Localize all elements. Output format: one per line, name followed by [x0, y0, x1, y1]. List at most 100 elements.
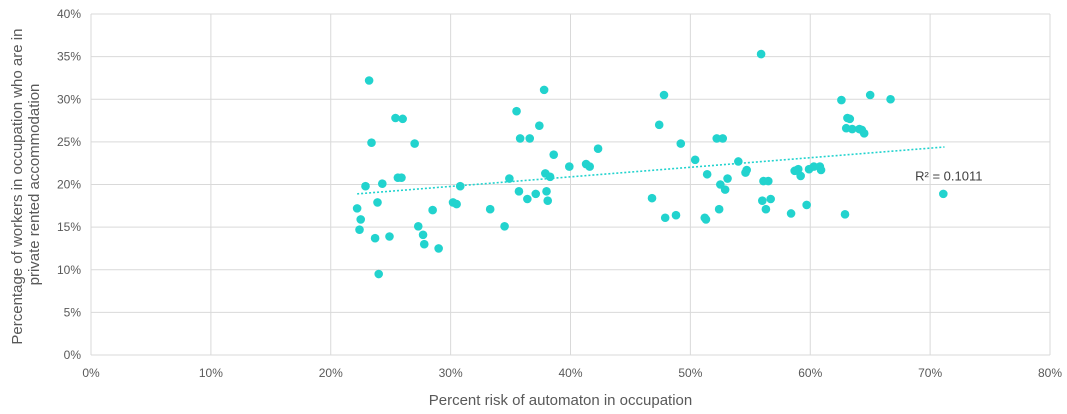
data-point: [593, 144, 603, 153]
data-point: [565, 162, 574, 171]
data-point: [434, 244, 443, 253]
data-point: [505, 174, 514, 183]
data-point: [840, 210, 850, 219]
data-point: [542, 187, 551, 196]
trendline: [357, 146, 945, 195]
data-point: [512, 106, 521, 116]
y-tick-label: 30%: [57, 92, 81, 106]
y-tick-label: 10%: [57, 263, 81, 277]
data-point: [377, 179, 387, 188]
data-point: [845, 114, 855, 124]
y-tick-label: 25%: [57, 135, 81, 149]
data-point: [761, 204, 771, 214]
data-point: [455, 181, 465, 191]
data-point: [370, 233, 380, 243]
y-tick-label: 20%: [57, 178, 81, 192]
data-point: [763, 176, 773, 186]
data-point: [545, 172, 555, 182]
data-point: [543, 196, 553, 205]
x-tick-label: 10%: [199, 366, 223, 380]
data-point: [398, 114, 407, 124]
x-axis-ticks: 0% 10% 20% 30% 40% 50% 60% 70% 80%: [82, 366, 1062, 380]
data-point: [809, 162, 819, 171]
data-point: [671, 210, 681, 220]
data-point: [391, 113, 400, 123]
data-point: [654, 120, 664, 130]
y-tick-label: 35%: [57, 50, 81, 64]
data-point: [397, 173, 406, 182]
data-point: [514, 187, 524, 196]
data-point: [647, 193, 657, 203]
data-point: [428, 205, 437, 215]
data-point: [356, 215, 366, 224]
data-point: [734, 157, 743, 166]
data-point: [676, 139, 686, 148]
r-squared-label: R² = 0.1011: [915, 169, 982, 184]
data-point: [886, 94, 895, 104]
data-point: [413, 221, 423, 231]
data-point: [419, 239, 429, 249]
data-point: [539, 85, 549, 95]
data-point: [531, 189, 541, 199]
data-point: [367, 138, 376, 148]
data-point: [786, 209, 796, 218]
y-tick-label: 15%: [57, 220, 81, 234]
data-point: [523, 194, 532, 204]
data-point: [702, 169, 712, 179]
data-point: [712, 134, 722, 143]
x-tick-label: 70%: [918, 366, 942, 380]
x-axis-title: Percent risk of automaton in occupation: [429, 392, 692, 409]
data-point: [758, 196, 767, 205]
data-point: [720, 185, 730, 194]
data-point: [714, 204, 724, 214]
y-axis-title-line-2: private rented accommodation: [26, 84, 43, 286]
data-point: [796, 171, 805, 181]
gridlines: [90, 13, 1051, 356]
data-point: [352, 204, 362, 213]
data-point: [816, 165, 826, 175]
data-point: [766, 194, 775, 204]
data-point: [410, 139, 419, 148]
data-point: [525, 134, 535, 143]
y-axis-title: Percentage of workers in occupation who …: [9, 24, 43, 344]
data-point: [865, 90, 875, 100]
data-points: [352, 49, 948, 279]
y-tick-label: 5%: [64, 305, 82, 319]
data-point: [847, 124, 857, 134]
data-point: [660, 213, 670, 223]
x-tick-label: 0%: [82, 366, 100, 380]
x-tick-label: 60%: [798, 366, 822, 380]
data-point: [361, 181, 370, 191]
y-tick-label: 0%: [64, 348, 82, 362]
x-tick-label: 30%: [439, 366, 463, 380]
y-axis-ticks: 0% 5% 10% 15% 20% 25% 30% 35% 40%: [57, 7, 81, 362]
data-point: [373, 198, 382, 207]
data-point: [793, 164, 803, 174]
data-point: [515, 134, 525, 143]
data-point: [418, 230, 428, 240]
y-axis-title-line-1: Percentage of workers in occupation who …: [9, 29, 26, 345]
data-point: [802, 200, 811, 210]
x-tick-label: 50%: [678, 366, 702, 380]
data-point: [485, 204, 495, 214]
data-point: [723, 174, 732, 183]
data-point: [659, 90, 669, 100]
data-point: [756, 49, 766, 59]
data-point: [452, 199, 461, 209]
data-point: [585, 162, 594, 171]
data-point: [837, 95, 846, 105]
data-point: [385, 232, 394, 241]
x-tick-label: 80%: [1038, 366, 1062, 380]
data-point: [690, 155, 700, 165]
data-point: [500, 221, 509, 231]
x-tick-label: 40%: [558, 366, 582, 380]
data-point: [939, 189, 948, 199]
data-point: [859, 129, 869, 138]
x-tick-label: 20%: [319, 366, 343, 380]
data-point: [374, 269, 384, 279]
data-point: [742, 165, 752, 175]
y-tick-label: 40%: [57, 7, 81, 21]
data-point: [549, 150, 559, 159]
data-point: [535, 121, 544, 130]
